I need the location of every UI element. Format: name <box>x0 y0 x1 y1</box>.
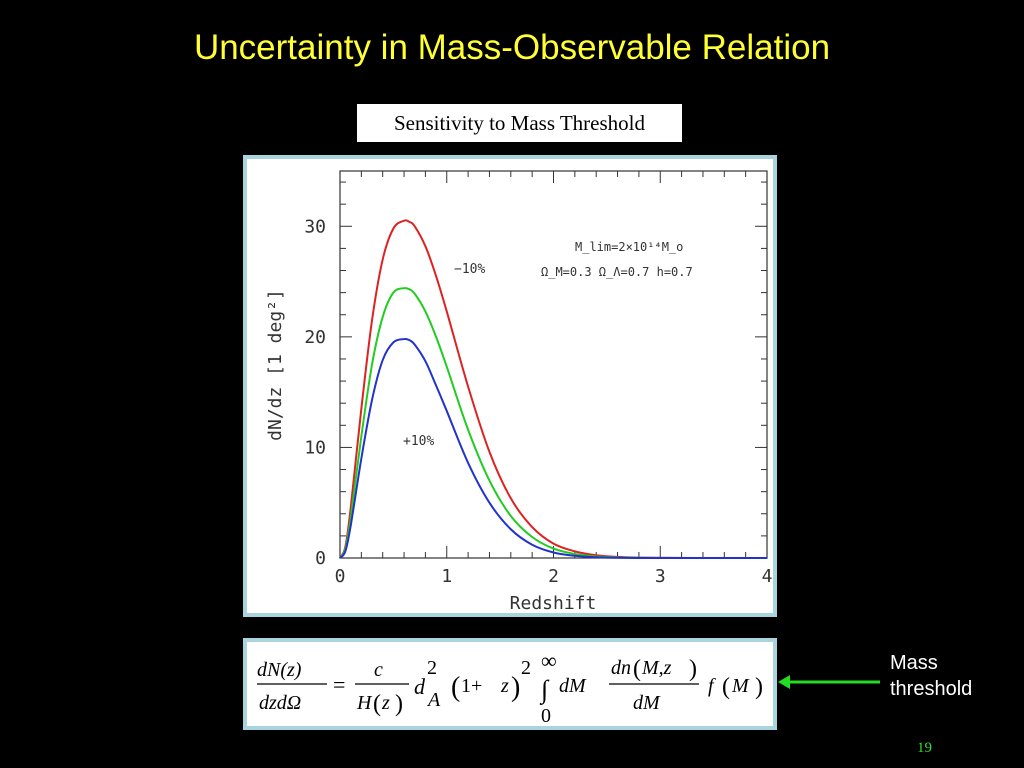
mass-threshold-line-2: threshold <box>890 678 973 700</box>
y-tick-label: 0 <box>315 548 326 569</box>
formula-frame: dN(z) dzdΩ = c H ( z ) d 2 A ( 1+ z ) 2 … <box>243 638 777 730</box>
params-annotation-1: M_lim=2×10¹⁴M_o <box>575 240 683 254</box>
x-axis-label: Redshift <box>510 593 597 613</box>
formula-paren-close-2: ) <box>511 672 520 703</box>
formula-paren-close: ) <box>395 691 403 717</box>
formula-lhs-denominator: dzdΩ <box>259 692 301 714</box>
formula-paren-open: ( <box>373 691 381 717</box>
slide-title: Uncertainty in Mass-Observable Relation <box>193 28 831 67</box>
y-tick-label: 10 <box>304 437 326 458</box>
formula-one-plus: 1+ <box>461 675 482 697</box>
x-tick-label: 4 <box>762 566 773 587</box>
page-number: 19 <box>917 740 932 756</box>
formula-fM: M <box>731 675 750 697</box>
formula-H: H <box>356 692 373 714</box>
chart-subtitle: Sensitivity to Mass Threshold <box>357 104 682 142</box>
mass-threshold-label: Mass threshold <box>890 650 972 702</box>
formula-lhs-numerator: dN(z) <box>257 659 302 681</box>
formula-dn-den: dM <box>633 692 661 714</box>
formula-dA-sub: A <box>426 689 441 711</box>
y-axis-label: dN/dz [1 deg²] <box>265 289 286 441</box>
x-tick-label: 3 <box>655 566 666 587</box>
formula-z: z <box>500 675 509 697</box>
formula-int-lower: 0 <box>541 705 551 726</box>
series-label-plus10: +10% <box>403 434 434 449</box>
formula-dA-exp: 2 <box>427 657 437 679</box>
formula-c: c <box>374 659 383 681</box>
x-tick-label: 1 <box>441 566 452 587</box>
formula-f: f <box>708 675 716 697</box>
formula-z-exp: 2 <box>521 657 531 679</box>
chart-frame: 0 1 2 3 4 0 10 20 30 dN/dz [1 deg²] Redshift −10… <box>243 155 777 617</box>
formula-paren-open-4: ( <box>722 674 730 700</box>
formula-paren-close-3: ) <box>689 656 697 682</box>
series-label-minus10: −10% <box>454 262 485 277</box>
dn-dz-chart: 0 1 2 3 4 0 10 20 30 dN/dz [1 deg²] Redshift −10… <box>265 170 773 613</box>
formula-paren-open-2: ( <box>451 672 460 703</box>
formula-dM: dM <box>559 675 587 697</box>
plot-area-border <box>339 170 768 559</box>
number-counts-formula: dN(z) dzdΩ = c H ( z ) d 2 A ( 1+ z ) 2 … <box>257 648 763 726</box>
params-annotation-2: Ω_M=0.3 Ω_Λ=0.7 h=0.7 <box>541 265 693 279</box>
formula-Mz: M,z <box>641 657 672 679</box>
series-line-1 <box>339 287 767 560</box>
series-line-2 <box>339 337 767 560</box>
formula-paren-close-4: ) <box>755 674 763 700</box>
formula-dA: d <box>414 674 426 699</box>
y-tick-label: 20 <box>304 327 326 348</box>
mass-threshold-line-1: Mass <box>890 652 938 674</box>
formula-integral: ∫ <box>539 675 550 705</box>
formula-paren-open-3: ( <box>633 656 641 682</box>
formula-hz-z: z <box>381 692 390 714</box>
formula-int-upper: ∞ <box>541 648 557 673</box>
formula-dn: dn <box>611 657 631 679</box>
y-tick-label: 30 <box>304 216 326 237</box>
x-tick-label: 0 <box>335 566 346 587</box>
arrow-left-icon <box>778 675 880 689</box>
formula-equals: = <box>333 672 345 697</box>
x-tick-label: 2 <box>548 566 559 587</box>
